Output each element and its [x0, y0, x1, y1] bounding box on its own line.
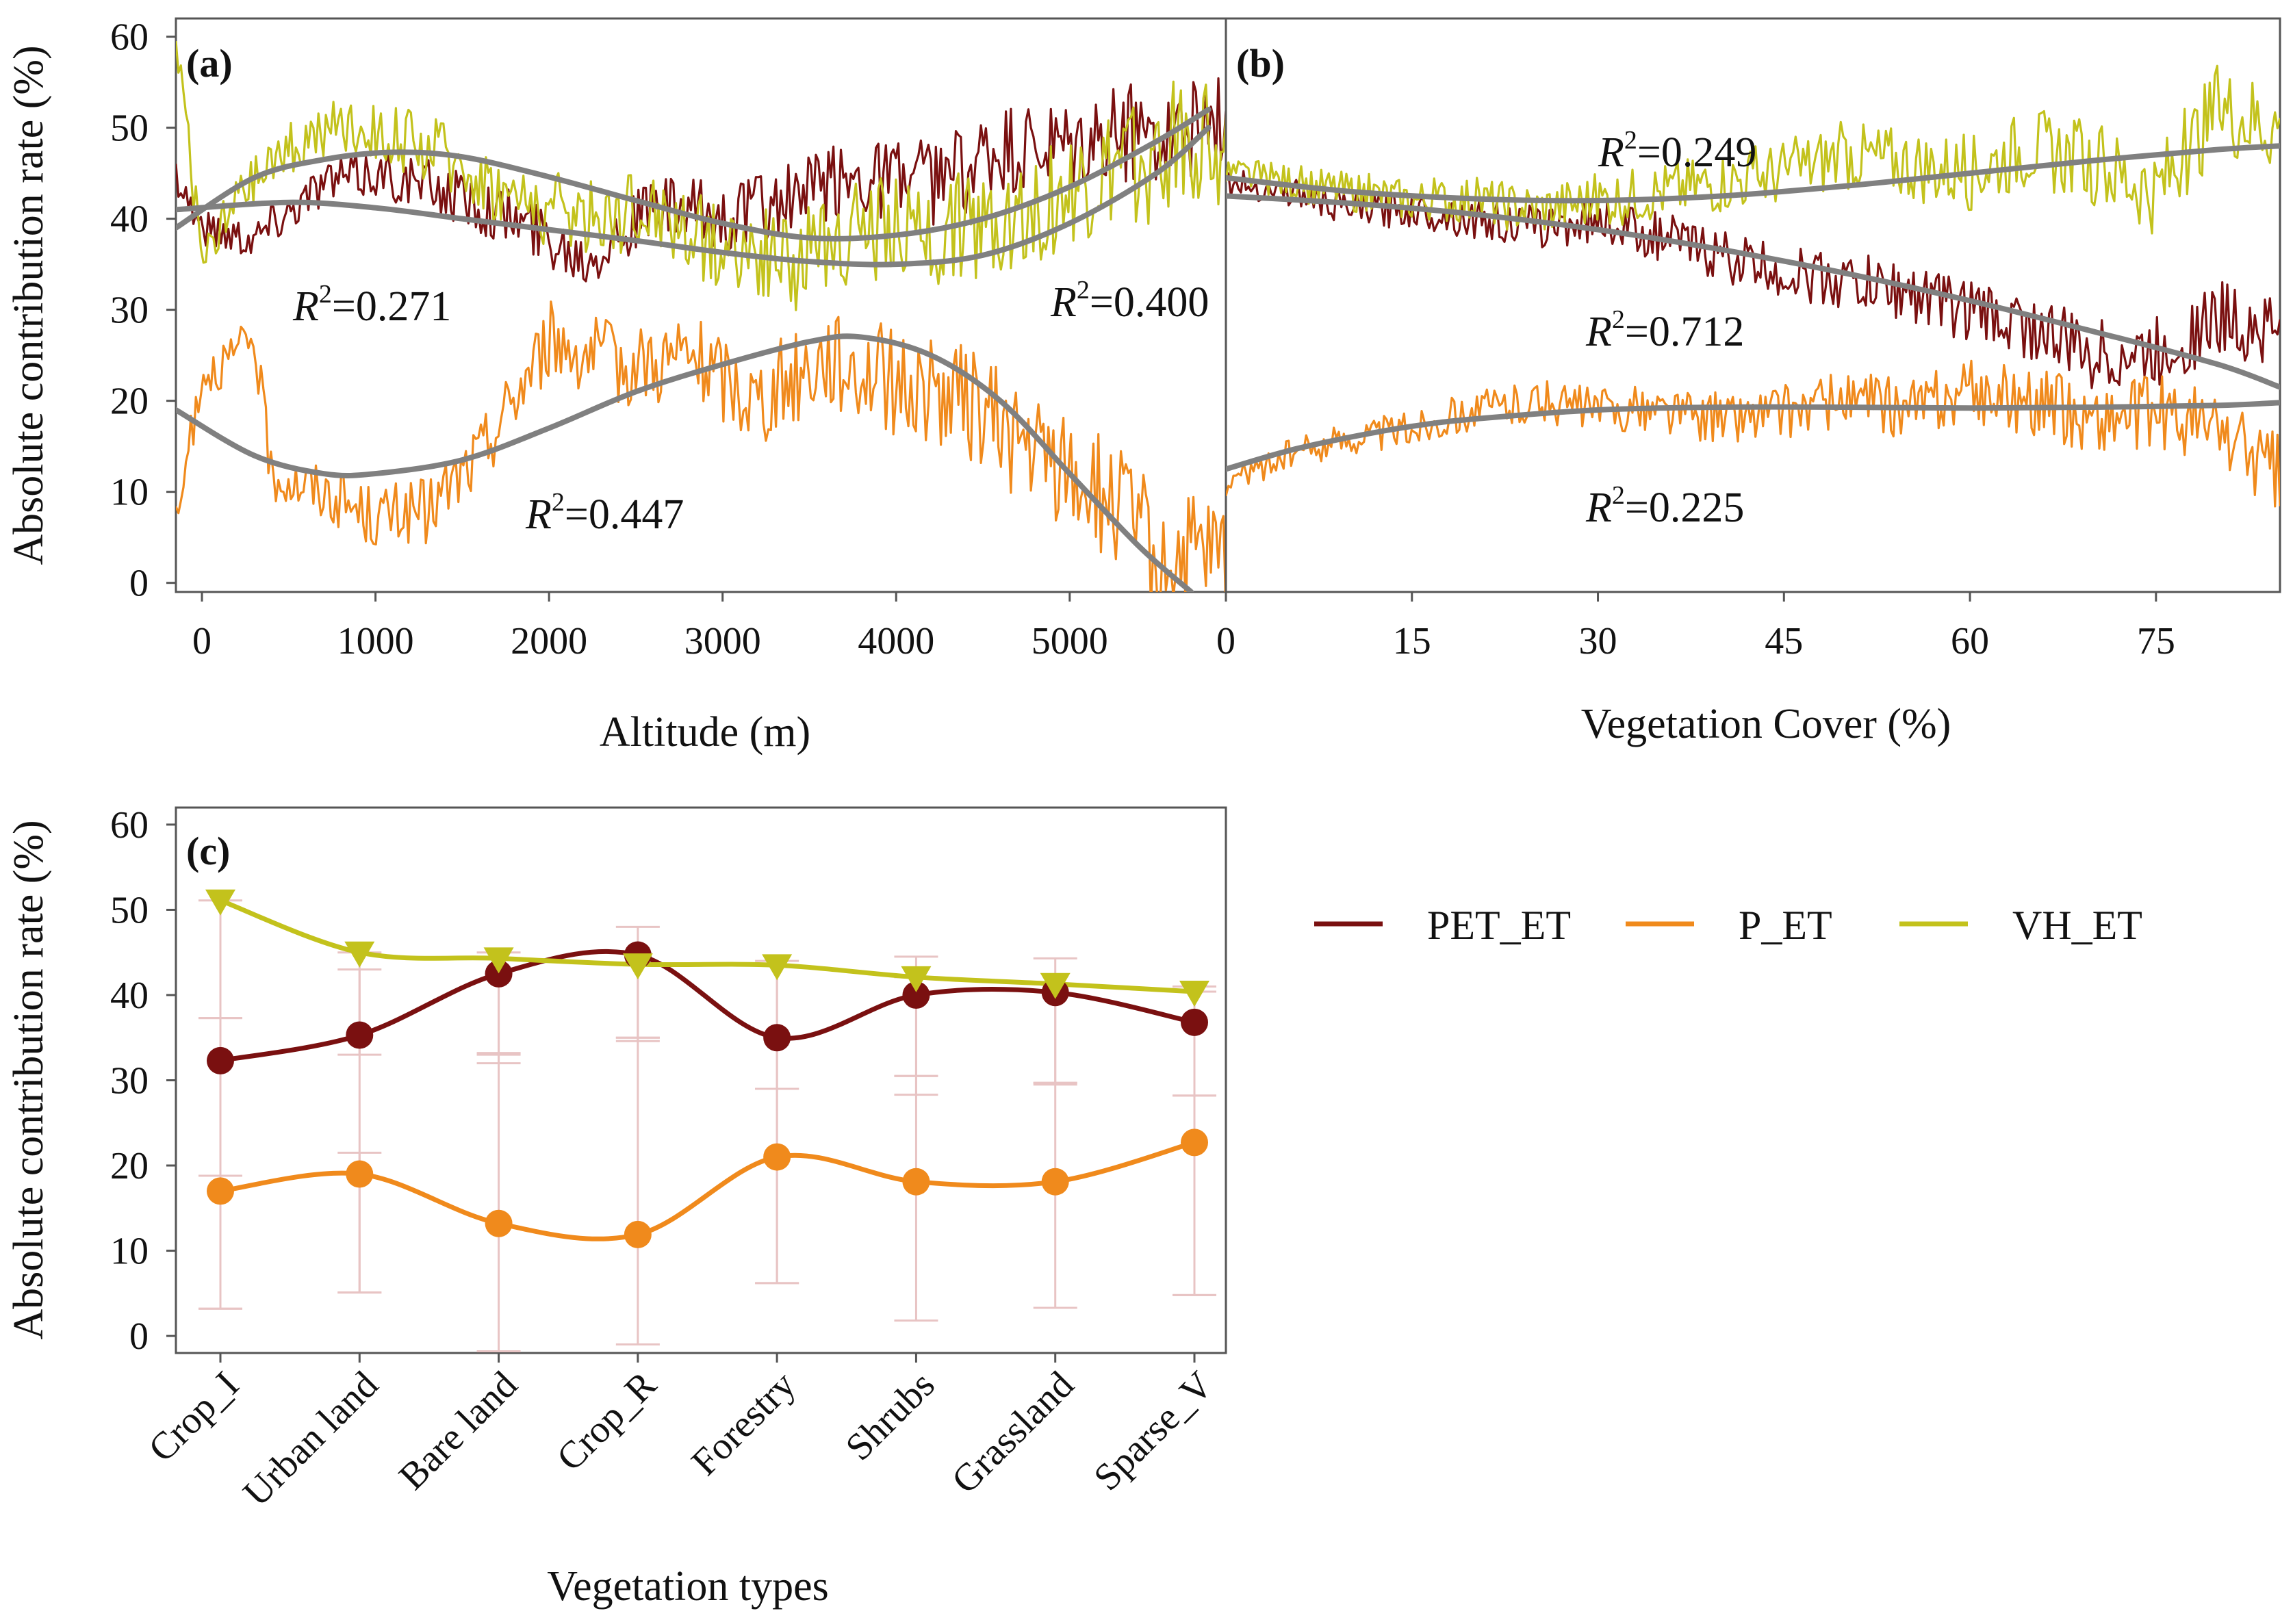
marker-p-et-5	[902, 1168, 930, 1196]
fit-curve-a-p-et	[176, 333, 1194, 592]
ytick-label-a-10: 10	[110, 472, 149, 514]
panel-a-ylabel: Absolute contribution rate (%)	[5, 45, 52, 565]
panel-a-xlabel: Altitude (m)	[600, 709, 810, 756]
series-a-p-et	[176, 300, 1226, 592]
xtick-label-b-60: 60	[1951, 620, 1989, 662]
fit-curve-b-pet-et	[1226, 193, 2280, 390]
series-c-pet-et	[220, 949, 1195, 1064]
marker-vh-et-7	[1179, 980, 1209, 1007]
fit-curve-a-vh-et	[176, 107, 1212, 242]
fit-curve-b-p-et	[1226, 400, 2280, 472]
marker-pet-et-7	[1181, 1008, 1208, 1036]
xtick-label-b-15: 15	[1393, 620, 1431, 662]
marker-pet-et-4	[763, 1024, 791, 1052]
marker-vh-et-2	[483, 947, 514, 974]
marker-vh-et-6	[1040, 972, 1071, 999]
marker-vh-et-0	[205, 889, 235, 916]
legend-label-pet-et: PET_ET	[1427, 903, 1571, 948]
fit-curve-b-vh-et	[1226, 143, 2280, 204]
xtick-label-c-0: Crop_I	[140, 1363, 247, 1470]
ytick-label-a-30: 30	[110, 289, 149, 332]
xtick-label-c-3: Crop_R	[549, 1363, 665, 1480]
fit-curve-a-pet-et	[176, 125, 1212, 268]
legend: PET_ET P_ET VH_ET	[1314, 903, 2142, 948]
r2-label-a-pet: R2=0.400	[1050, 276, 1209, 326]
ytick-label-a-40: 40	[110, 198, 149, 241]
r2-label-a-vh: R2=0.271	[292, 280, 451, 330]
marker-vh-et-3	[622, 953, 653, 980]
panel-c-ylabel: Absolute contribution rate (%)	[5, 820, 52, 1339]
xtick-label-a-2000: 2000	[511, 620, 587, 662]
r2-label-b-pet: R2=0.712	[1585, 305, 1744, 355]
ytick-label-c-60: 60	[110, 804, 149, 847]
legend-label-vh-et: VH_ET	[2012, 903, 2142, 948]
marker-p-et-7	[1181, 1129, 1208, 1157]
series-b-vh-et	[1226, 64, 2280, 235]
xtick-label-a-5000: 5000	[1032, 620, 1108, 662]
series-a-vh-et	[176, 40, 1226, 311]
xtick-label-a-1000: 1000	[337, 620, 414, 662]
panel-b-frame	[1225, 17, 2281, 593]
ytick-label-c-30: 30	[110, 1060, 149, 1103]
marker-p-et-3	[624, 1220, 652, 1248]
marker-pet-et-2	[485, 959, 513, 988]
ytick-label-a-50: 50	[110, 107, 149, 150]
xtick-label-c-2: Bare land	[391, 1363, 526, 1498]
xtick-label-c-4: Forestry	[684, 1363, 804, 1484]
r2-label-b-p: R2=0.225	[1585, 481, 1744, 531]
marker-pet-et-5	[902, 981, 930, 1009]
xtick-label-b-0: 0	[1216, 620, 1235, 662]
panel-c-xlabel: Vegetation types	[547, 1563, 829, 1610]
marker-pet-et-0	[207, 1046, 234, 1074]
panel-a-altitude: 0 10 20 30 40 50 60 0 1000 2000 3000 4000 5000 (a) A…	[5, 16, 1227, 756]
xtick-label-b-45: 45	[1765, 620, 1803, 662]
panel-a-label: (a)	[186, 41, 233, 86]
ytick-label-c-50: 50	[110, 889, 149, 931]
panel-c-label: (c)	[186, 829, 230, 873]
marker-vh-et-1	[344, 941, 375, 968]
xtick-label-a-4000: 4000	[858, 620, 934, 662]
xtick-label-b-75: 75	[2137, 620, 2175, 662]
ytick-label-c-10: 10	[110, 1230, 149, 1273]
series-c-p-et	[220, 1140, 1195, 1241]
series-c-vh-et	[219, 898, 1195, 994]
ytick-label-c-0: 0	[129, 1315, 149, 1358]
xtick-label-c-6: Grassland	[944, 1363, 1082, 1501]
marker-p-et-1	[346, 1160, 374, 1188]
marker-vh-et-4	[762, 954, 793, 981]
ytick-label-a-60: 60	[110, 16, 149, 59]
r2-label-b-vh: R2=0.249	[1598, 126, 1756, 176]
marker-pet-et-1	[346, 1021, 374, 1049]
r2-label-a-p: R2=0.447	[525, 488, 684, 538]
marker-p-et-6	[1041, 1168, 1069, 1196]
legend-label-p-et: P_ET	[1739, 903, 1832, 948]
panel-b-xlabel: Vegetation Cover (%)	[1581, 701, 1951, 747]
ytick-label-a-0: 0	[129, 563, 149, 605]
panel-b-label: (b)	[1236, 41, 1285, 86]
panel-c-frame	[175, 806, 1227, 1354]
xtick-label-c-5: Shrubs	[838, 1363, 943, 1469]
xtick-label-c-7: Sparse_V	[1086, 1363, 1221, 1499]
marker-p-et-2	[485, 1209, 513, 1237]
xtick-label-a-3000: 3000	[684, 620, 761, 662]
ytick-label-c-40: 40	[110, 975, 149, 1017]
marker-vh-et-5	[901, 966, 932, 992]
ytick-label-a-20: 20	[110, 381, 149, 423]
marker-p-et-0	[207, 1177, 234, 1205]
xtick-label-a-0: 0	[192, 620, 212, 662]
ytick-label-c-20: 20	[110, 1145, 149, 1187]
xtick-label-c-1: Urban land	[235, 1363, 387, 1515]
marker-p-et-4	[763, 1143, 791, 1171]
panel-b-vegetation-cover: 0 15 30 45 60 75 (b) Vegetation Cover (%) R2=…	[1216, 17, 2281, 747]
series-b-p-et	[1226, 359, 2280, 508]
xtick-label-b-30: 30	[1579, 620, 1617, 662]
